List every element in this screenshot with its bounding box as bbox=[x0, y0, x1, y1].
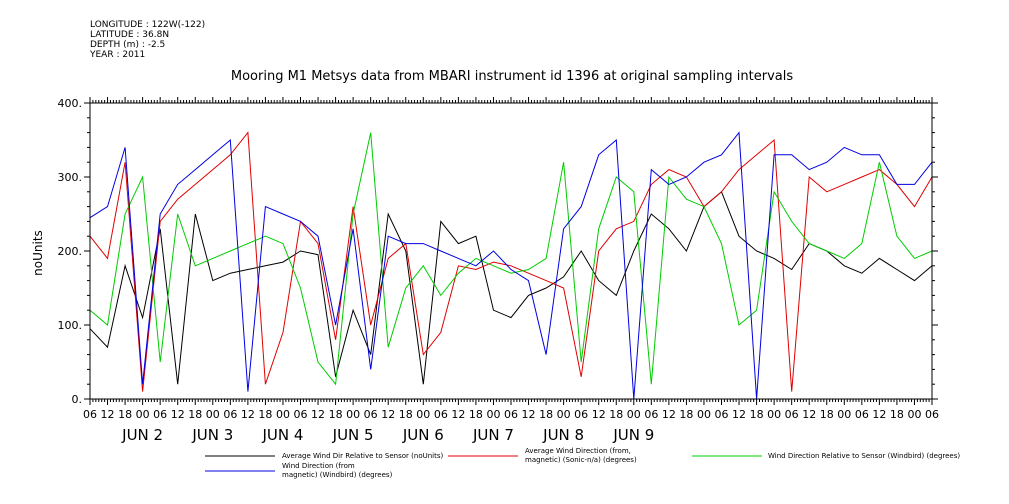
x-tick-label: 18 bbox=[609, 408, 623, 421]
x-tick-label: 00 bbox=[837, 408, 851, 421]
y-tick-label: 200. bbox=[58, 245, 83, 258]
x-tick-label: 12 bbox=[802, 408, 816, 421]
x-tick-label: 00 bbox=[136, 408, 150, 421]
x-tick-label: 00 bbox=[276, 408, 290, 421]
x-tick-label: 18 bbox=[329, 408, 343, 421]
x-tick-label: 06 bbox=[574, 408, 588, 421]
x-tick-label: 06 bbox=[434, 408, 448, 421]
x-tick-label: 06 bbox=[223, 408, 237, 421]
x-tick-label: 00 bbox=[697, 408, 711, 421]
meta-longitude: LONGITUDE : 122W(-122) bbox=[90, 20, 206, 30]
x-tick-label: 18 bbox=[118, 408, 132, 421]
x-day-label: JUN 8 bbox=[542, 426, 584, 444]
x-tick-label: 18 bbox=[820, 408, 834, 421]
x-day-label: JUN 2 bbox=[121, 426, 163, 444]
series-line-4 bbox=[89, 131, 933, 400]
x-tick-label: 12 bbox=[732, 408, 746, 421]
x-tick-label: 12 bbox=[662, 408, 676, 421]
x-day-label: JUN 3 bbox=[191, 426, 233, 444]
x-tick-label: 06 bbox=[364, 408, 378, 421]
x-tick-label: 00 bbox=[627, 408, 641, 421]
meta-latitude: LATITUDE : 36.8N bbox=[90, 30, 170, 40]
x-day-label: JUN 6 bbox=[402, 426, 444, 444]
x-tick-label: 18 bbox=[679, 408, 693, 421]
legend: Average Wind Dir Relative to Sensor (noU… bbox=[205, 447, 960, 479]
y-axis-label: noUnits bbox=[31, 230, 45, 276]
y-tick-label: 400. bbox=[58, 97, 83, 110]
x-tick-label: 18 bbox=[890, 408, 904, 421]
x-day-label: JUN 7 bbox=[472, 426, 514, 444]
y-tick-label: 100. bbox=[58, 319, 83, 332]
series-line-1 bbox=[89, 190, 933, 385]
x-tick-label: 06 bbox=[504, 408, 518, 421]
legend-label-4: Wind Direction (from bbox=[282, 462, 355, 470]
x-day-label: JUN 5 bbox=[332, 426, 374, 444]
x-tick-label: 00 bbox=[557, 408, 571, 421]
series-line-2 bbox=[89, 131, 933, 392]
series-layer bbox=[89, 131, 933, 400]
x-tick-label: 00 bbox=[907, 408, 921, 421]
x-tick-label: 12 bbox=[171, 408, 185, 421]
chart-title: Mooring M1 Metsys data from MBARI instru… bbox=[231, 69, 793, 84]
legend-label-2: Average Wind Direction (from, bbox=[525, 447, 631, 455]
legend-label-2: magnetic) (Sonic-n/a) (degrees) bbox=[525, 456, 637, 464]
x-tick-label: 18 bbox=[750, 408, 764, 421]
metadata-block: LONGITUDE : 122W(-122) LATITUDE : 36.8N … bbox=[90, 20, 205, 60]
x-tick-label: 18 bbox=[399, 408, 413, 421]
x-tick-label: 18 bbox=[469, 408, 483, 421]
x-tick-label: 06 bbox=[83, 408, 97, 421]
x-tick-label: 06 bbox=[785, 408, 799, 421]
x-tick-label: 06 bbox=[925, 408, 939, 421]
series-line-3 bbox=[89, 132, 933, 386]
x-tick-label: 00 bbox=[346, 408, 360, 421]
x-tick-label: 18 bbox=[539, 408, 553, 421]
x-tick-label: 00 bbox=[486, 408, 500, 421]
x-tick-label: 12 bbox=[101, 408, 115, 421]
x-tick-label: 12 bbox=[872, 408, 886, 421]
x-tick-label: 00 bbox=[206, 408, 220, 421]
x-tick-label: 06 bbox=[644, 408, 658, 421]
x-tick-label: 12 bbox=[381, 408, 395, 421]
x-tick-label: 12 bbox=[311, 408, 325, 421]
legend-label-1: Average Wind Dir Relative to Sensor (noU… bbox=[282, 452, 443, 460]
legend-label-3: Wind Direction Relative to Sensor (Windb… bbox=[768, 452, 960, 460]
x-tick-label: 12 bbox=[451, 408, 465, 421]
meta-year: YEAR : 2011 bbox=[90, 50, 146, 60]
y-tick-label: 300. bbox=[58, 171, 83, 184]
meta-depth: DEPTH (m) : -2.5 bbox=[90, 40, 166, 50]
x-day-label: JUN 4 bbox=[261, 426, 303, 444]
x-tick-label: 06 bbox=[715, 408, 729, 421]
y-tick-label: 0. bbox=[72, 393, 83, 406]
x-tick-label: 06 bbox=[294, 408, 308, 421]
axes-layer: 0.100.200.300.400.06 12 18 00 06 12 18 00 06 12 18… bbox=[58, 97, 939, 444]
x-tick-label: 18 bbox=[188, 408, 202, 421]
x-tick-label: 12 bbox=[241, 408, 255, 421]
x-tick-label: 18 bbox=[258, 408, 272, 421]
x-tick-label: 12 bbox=[522, 408, 536, 421]
x-tick-label: 00 bbox=[416, 408, 430, 421]
x-tick-label: 06 bbox=[153, 408, 167, 421]
x-day-label: JUN 9 bbox=[612, 426, 654, 444]
x-tick-label: 00 bbox=[767, 408, 781, 421]
plot-frame bbox=[89, 102, 933, 400]
x-tick-label: 12 bbox=[592, 408, 606, 421]
legend-label-4: magnetic) (Windbird) (degrees) bbox=[282, 471, 393, 479]
x-tick-label: 06 bbox=[855, 408, 869, 421]
